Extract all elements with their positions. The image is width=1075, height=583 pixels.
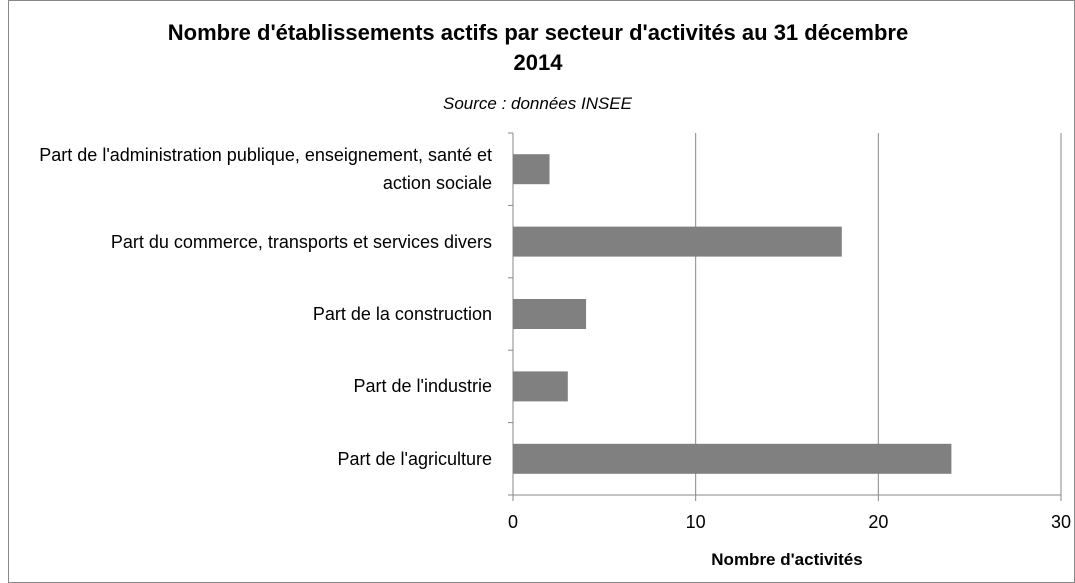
x-tick-label: 0: [508, 512, 518, 532]
bar: [513, 226, 842, 257]
bar: [513, 371, 568, 402]
x-tick-label: 10: [686, 512, 706, 532]
bar: [513, 154, 550, 185]
y-tick-label: Part de la construction: [312, 304, 492, 324]
y-tick-label: Part de l'agriculture: [337, 448, 492, 469]
chart-title: Nombre d'établissements actifs par secte…: [167, 20, 909, 75]
x-axis-label: Nombre d'activités: [711, 550, 863, 569]
y-tick-label: Part de l'administration publique, ensei…: [39, 145, 492, 194]
bar: [513, 443, 952, 474]
bar: [513, 299, 587, 329]
y-tick-label: Part de l'industrie: [353, 376, 492, 397]
chart-subtitle: Source : données INSEE: [442, 94, 632, 113]
x-tick-label: 30: [1051, 512, 1071, 532]
y-tick-label: Part du commerce, transports et services…: [110, 231, 492, 252]
x-tick-label: 20: [868, 512, 888, 532]
